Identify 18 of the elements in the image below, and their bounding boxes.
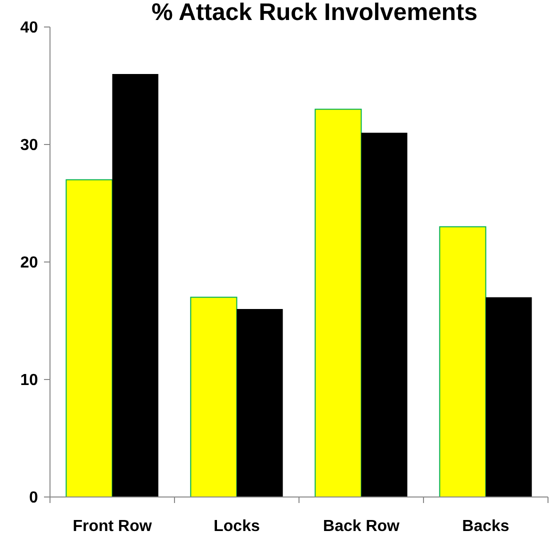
y-tick-label: 30: [20, 137, 38, 154]
bar: [361, 132, 408, 497]
bar: [112, 74, 158, 497]
y-tick-label: 10: [20, 372, 38, 390]
x-tick-label: Locks: [214, 518, 260, 535]
bar: [439, 226, 486, 498]
bar: [66, 179, 113, 498]
bar: [314, 108, 362, 498]
y-tick-label: 0: [29, 490, 38, 507]
x-tick-label: Back Row: [323, 518, 400, 535]
bar: [190, 296, 238, 498]
y-tick-label: 20: [20, 254, 38, 272]
bar: [486, 297, 532, 497]
y-tick-label: 40: [20, 20, 38, 37]
bar: [236, 309, 283, 497]
x-tick-label: Front Row: [72, 518, 152, 535]
chart-title: % Attack Ruck Involvements: [152, 0, 478, 26]
x-tick-label: Backs: [462, 518, 510, 535]
